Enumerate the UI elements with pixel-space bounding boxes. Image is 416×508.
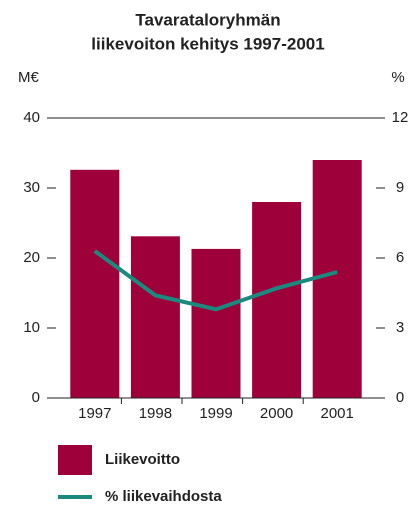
y-tick-label: 0 bbox=[32, 389, 40, 406]
legend-swatch bbox=[58, 445, 92, 475]
chart-title: Tavarataloryhmän bbox=[135, 10, 280, 29]
bar bbox=[130, 236, 180, 398]
chart-title: liikevoiton kehitys 1997-2001 bbox=[91, 34, 324, 53]
y2-tick-label: 9 bbox=[396, 179, 404, 196]
y2-tick-label: 3 bbox=[396, 319, 404, 336]
x-tick-label: 2000 bbox=[260, 405, 293, 422]
y2-tick-label: 0 bbox=[396, 389, 404, 406]
bar bbox=[312, 160, 362, 398]
y2-axis-label: % bbox=[391, 69, 404, 86]
y-tick-label: 30 bbox=[23, 179, 40, 196]
y-axis-label: M€ bbox=[18, 69, 39, 86]
x-tick-label: 1999 bbox=[199, 405, 232, 422]
legend-label: Liikevoitto bbox=[105, 451, 180, 468]
x-tick-label: 2001 bbox=[321, 405, 354, 422]
y-tick-label: 40 bbox=[23, 109, 40, 126]
y2-tick-label: 12 bbox=[392, 109, 409, 126]
y-tick-label: 10 bbox=[23, 319, 40, 336]
bar bbox=[252, 202, 302, 398]
legend-label: % liikevaihdosta bbox=[105, 488, 222, 505]
line bbox=[93, 249, 338, 312]
x-tick-label: 1998 bbox=[139, 405, 172, 422]
y-tick-label: 20 bbox=[23, 249, 40, 266]
bar bbox=[191, 248, 241, 398]
y2-tick-label: 6 bbox=[396, 249, 404, 266]
x-tick-label: 1997 bbox=[78, 405, 111, 422]
bar bbox=[70, 169, 120, 398]
